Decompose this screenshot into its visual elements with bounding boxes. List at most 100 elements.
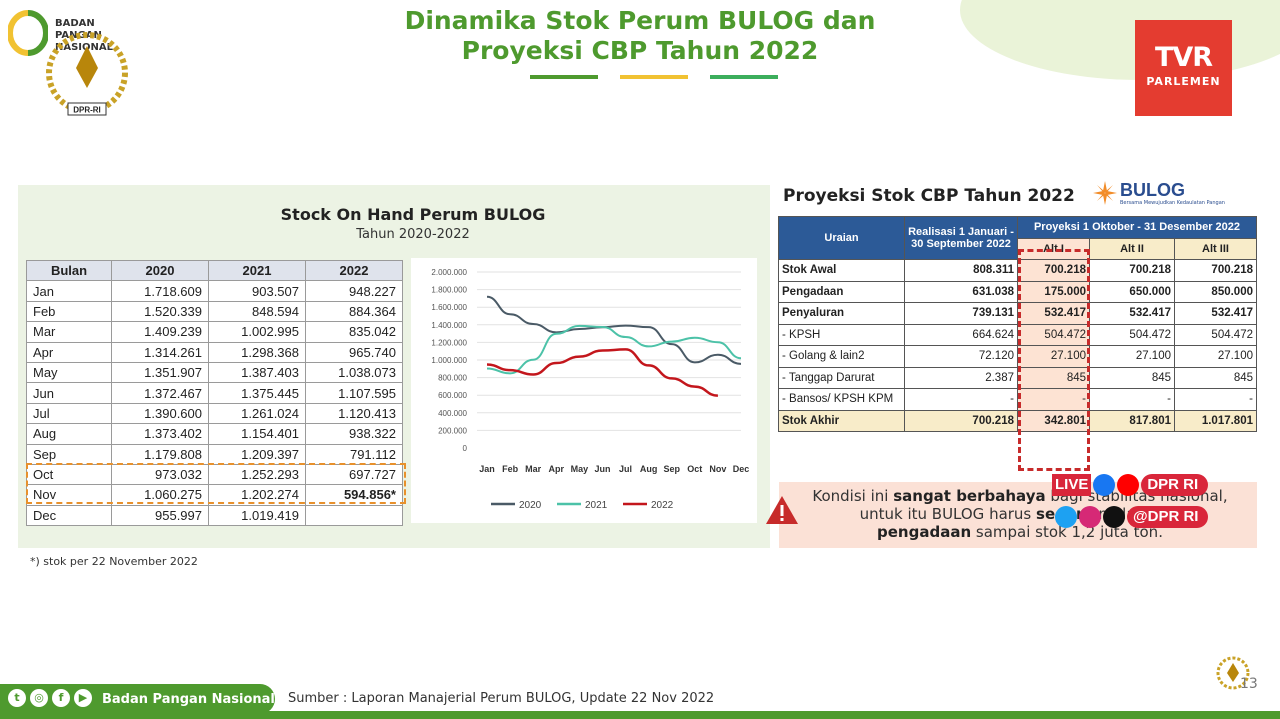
value-cell: 1.375.445 — [208, 382, 306, 404]
value-cell: 504.472 — [1089, 323, 1175, 346]
x-tick-label: Jun — [594, 464, 610, 474]
value-cell: 664.624 — [904, 323, 1018, 346]
tiktok-icon[interactable] — [1103, 506, 1125, 528]
value-cell: 884.364 — [305, 300, 403, 323]
value-cell: - — [1017, 388, 1090, 411]
source-note: Sumber : Laporan Manajerial Perum BULOG,… — [288, 691, 715, 706]
row-label: Pengadaan — [778, 280, 905, 303]
x-tick-label: Sep — [663, 464, 680, 474]
table-row: Mar 1.409.239 1.002.995 835.042 — [26, 321, 403, 343]
table-row: Jan 1.718.609 903.507 948.227 — [26, 280, 403, 302]
facebook-icon[interactable] — [1093, 474, 1116, 496]
bpn-logo-icon — [8, 10, 48, 56]
value-cell: 700.218 — [1089, 259, 1175, 282]
stock-panel-title: Stock On Hand Perum BULOG — [280, 205, 546, 224]
x-tick-label: Mar — [525, 464, 542, 474]
value-cell: 938.322 — [305, 423, 403, 445]
tvr-parlemen-logo: TVR PARLEMEN — [1135, 20, 1232, 116]
row-label: Stok Awal — [778, 259, 905, 282]
value-cell: 1.298.368 — [208, 341, 306, 363]
live-overlay: LIVE DPR RI — [1052, 474, 1209, 496]
page-title: Dinamika Stok Perum BULOG dan Proyeksi C… — [300, 6, 980, 66]
table-row: Jul 1.390.600 1.261.024 1.120.413 — [26, 402, 403, 425]
table-row: Stok Awal 808.311 700.218 700.218 700.218 — [778, 259, 1257, 282]
header-proyeksi: Proyeksi 1 Oktober - 31 Desember 2022 — [1017, 216, 1257, 239]
month-cell: May — [26, 361, 112, 384]
value-cell: 1.209.397 — [208, 443, 306, 465]
value-cell: 845 — [1089, 366, 1175, 389]
projection-header-row-1: Uraian Realisasi 1 Januari - 30 Septembe… — [778, 216, 1257, 260]
value-cell: 631.038 — [904, 280, 1018, 303]
warning-emphasis: sangat berbahaya — [893, 487, 1046, 505]
month-cell: Feb — [26, 300, 112, 323]
warning-icon — [766, 496, 798, 524]
table-row: Apr 1.314.261 1.298.368 965.740 — [26, 341, 403, 363]
value-cell: 532.417 — [1174, 302, 1257, 325]
table-row: - Bansos/ KPSH KPM - - - - — [778, 388, 1257, 411]
month-cell: Apr — [26, 341, 112, 363]
legend-label: 2020 — [519, 500, 542, 511]
x-tick-label: Oct — [687, 464, 702, 474]
value-cell: - — [1174, 388, 1257, 411]
instagram-icon[interactable]: ◎ — [30, 689, 48, 707]
y-tick-label: 1.600.000 — [431, 303, 467, 312]
title-line-1: Dinamika Stok Perum BULOG dan — [404, 6, 876, 35]
row-label: Stok Akhir — [778, 409, 905, 432]
col-header: Bulan — [26, 259, 112, 282]
month-cell: Sep — [26, 443, 112, 465]
value-cell: 817.801 — [1089, 409, 1175, 432]
value-cell: 1.409.239 — [111, 321, 209, 343]
value-cell: 1.261.024 — [208, 402, 306, 425]
instagram-icon[interactable] — [1079, 506, 1101, 528]
dpr-ri-social-handle: @DPR RI — [1127, 506, 1209, 528]
value-cell: 1.107.595 — [305, 382, 403, 404]
youtube-icon[interactable]: ▶ — [74, 689, 92, 707]
title-bar-yellow — [620, 75, 688, 79]
value-cell: 1.390.600 — [111, 402, 209, 425]
row-label: - Tanggap Darurat — [778, 366, 905, 389]
header-realisasi: Realisasi 1 Januari - 30 September 2022 — [904, 216, 1018, 260]
table-row: Pengadaan 631.038 175.000 650.000 850.000 — [778, 280, 1257, 303]
series-line-2020 — [486, 295, 742, 365]
facebook-icon[interactable]: f — [52, 689, 70, 707]
page-emblem-icon — [1216, 656, 1250, 690]
table-row: Dec 955.997 1.019.419 — [26, 504, 403, 527]
header-alt-3: Alt III — [1174, 237, 1257, 260]
twitter-icon[interactable] — [1055, 506, 1077, 528]
projection-table: Uraian Realisasi 1 Januari - 30 Septembe… — [778, 216, 1257, 432]
y-tick-label: 1.000.000 — [431, 356, 467, 365]
tvr-logo-subtext: PARLEMEN — [1146, 75, 1221, 88]
header-alt-2: Alt II — [1089, 237, 1175, 260]
youtube-icon[interactable] — [1117, 474, 1140, 496]
value-cell: 532.417 — [1089, 302, 1175, 325]
stock-footnote: *) stok per 22 November 2022 — [30, 555, 198, 568]
month-cell: Mar — [26, 321, 112, 343]
table-row: Feb 1.520.339 848.594 884.364 — [26, 300, 403, 323]
value-cell: 1.718.609 — [111, 280, 209, 302]
month-cell: Dec — [26, 504, 112, 527]
col-header: 2020 — [111, 259, 209, 282]
value-cell: 948.227 — [305, 280, 403, 302]
twitter-icon[interactable]: t — [8, 689, 26, 707]
value-cell: 808.311 — [904, 259, 1018, 282]
table-row: Stok Akhir 700.218 342.801 817.801 1.017.801 — [778, 409, 1257, 432]
value-cell — [305, 504, 403, 527]
col-header: 2021 — [208, 259, 306, 282]
value-cell: 27.100 — [1089, 345, 1175, 368]
value-cell: 342.801 — [1017, 409, 1090, 432]
table-row: - Tanggap Darurat 2.387 845 845 845 — [778, 366, 1257, 389]
title-underline-bars — [530, 75, 778, 79]
social-overlay: @DPR RI — [1055, 506, 1209, 528]
value-cell: 532.417 — [1017, 302, 1090, 325]
stock-on-hand-panel: Stock On Hand Perum BULOG Tahun 2020-202… — [18, 185, 770, 548]
month-cell: Jul — [26, 402, 112, 425]
tvr-logo-text: TVR — [1154, 42, 1213, 73]
live-label: LIVE — [1052, 474, 1092, 496]
x-tick-label: May — [571, 464, 589, 474]
page-number: 13 — [1240, 676, 1258, 692]
legend-label: 2021 — [585, 500, 608, 511]
title-line-2: Proyeksi CBP Tahun 2022 — [461, 36, 819, 65]
y-tick-label: 400.000 — [438, 409, 467, 418]
x-tick-label: Jul — [619, 464, 632, 474]
dpr-ri-handle: DPR RI — [1141, 474, 1209, 496]
